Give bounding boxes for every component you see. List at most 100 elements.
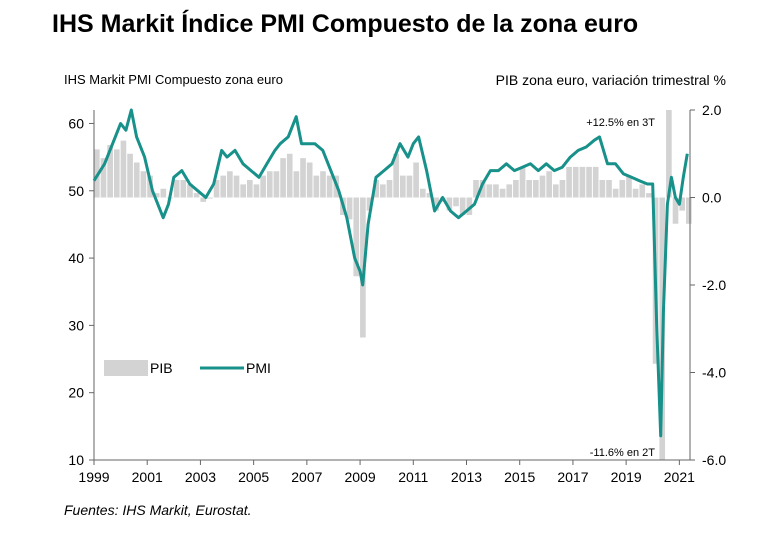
gdp-bar bbox=[586, 166, 592, 198]
gdp-bar bbox=[572, 166, 579, 198]
gdp-bar bbox=[526, 180, 533, 198]
gdp-bar bbox=[300, 158, 306, 198]
gdp-bar bbox=[446, 197, 453, 211]
gdp-bar bbox=[107, 145, 113, 198]
gdp-bar bbox=[679, 197, 686, 211]
left-tick-label: 60 bbox=[68, 115, 84, 131]
gdp-bar bbox=[207, 197, 213, 199]
gdp-bar bbox=[260, 175, 266, 198]
left-tick-label: 20 bbox=[68, 385, 84, 401]
gdp-bar bbox=[273, 171, 280, 198]
gdp-bar bbox=[493, 184, 499, 198]
right-tick-label: -2.0 bbox=[702, 277, 726, 293]
gdp-bar bbox=[406, 175, 413, 198]
pmi-series-line bbox=[92, 108, 689, 438]
left-axis-title: IHS Markit PMI Compuesto zona euro bbox=[64, 72, 283, 87]
gdp-bar bbox=[113, 149, 120, 198]
x-tick-label: 2011 bbox=[398, 469, 428, 485]
x-tick-label: 2005 bbox=[238, 469, 269, 485]
left-tick-label: 50 bbox=[68, 183, 84, 199]
gdp-bar bbox=[599, 180, 606, 198]
right-tick-label: -4.0 bbox=[702, 365, 726, 381]
legend-swatch-gdp bbox=[104, 360, 148, 376]
gdp-bar bbox=[466, 197, 473, 215]
gdp-bar bbox=[399, 175, 406, 198]
gdp-bar bbox=[346, 197, 353, 220]
chart-axes: 60 50 40 30 20 10 2.0 0.0 -2.0 -4.0 -6.0 1999 2001 20… bbox=[68, 102, 726, 485]
gdp-bar bbox=[433, 197, 439, 211]
gdp-bar bbox=[240, 184, 246, 198]
gdp-bar bbox=[592, 166, 599, 198]
left-tick-label: 40 bbox=[68, 250, 84, 266]
x-tick-label: 2017 bbox=[557, 469, 588, 485]
gdp-bar bbox=[606, 180, 612, 198]
x-tick-label: 1999 bbox=[78, 469, 109, 485]
gdp-bar bbox=[552, 184, 559, 198]
gdp-bar bbox=[127, 153, 133, 198]
legend-label-pmi: PMI bbox=[246, 360, 271, 376]
x-tick-label: 2001 bbox=[132, 469, 163, 485]
gdp-bar bbox=[313, 175, 320, 198]
gdp-bar bbox=[187, 184, 193, 198]
gdp-bar bbox=[479, 180, 486, 198]
gdp-bar bbox=[326, 175, 333, 198]
gdp-bar bbox=[133, 162, 140, 198]
gdp-bar bbox=[173, 180, 180, 198]
gdp-bar bbox=[419, 188, 426, 198]
gdp-bar bbox=[473, 180, 479, 198]
gdp-bar bbox=[293, 171, 300, 198]
x-tick-label: 2009 bbox=[344, 469, 375, 485]
gdp-bar bbox=[120, 140, 127, 198]
gdp-bar bbox=[373, 180, 380, 198]
gdp-bar bbox=[393, 153, 399, 198]
chart-legend: PIB PMI bbox=[104, 360, 271, 376]
page-title: IHS Markit Índice PMI Compuesto de la zo… bbox=[52, 10, 639, 38]
gdp-bar bbox=[353, 197, 360, 277]
x-tick-label: 2003 bbox=[185, 469, 216, 485]
x-tick-label: 2015 bbox=[504, 469, 535, 485]
gdp-bar bbox=[579, 166, 586, 198]
gdp-bar bbox=[632, 188, 639, 198]
gdp-bar bbox=[459, 197, 466, 215]
gdp-bar bbox=[666, 110, 672, 198]
gdp-bar bbox=[626, 175, 632, 198]
pmi-line bbox=[92, 108, 689, 438]
gdp-bar bbox=[612, 188, 619, 198]
gdp-bar bbox=[619, 180, 626, 198]
gdp-bar bbox=[639, 184, 646, 198]
gdp-bar bbox=[519, 166, 526, 198]
gdp-bar bbox=[366, 197, 373, 211]
gdp-bar bbox=[546, 171, 552, 198]
gdp-bar bbox=[499, 188, 506, 198]
gdp-bar bbox=[306, 162, 313, 198]
annotation-q3-2020: +12.5% en 3T bbox=[586, 117, 655, 129]
gdp-bar bbox=[140, 171, 147, 198]
gdp-bar bbox=[233, 175, 240, 198]
gdp-bar bbox=[386, 180, 393, 198]
gdp-bar bbox=[200, 197, 207, 202]
gdp-bar bbox=[672, 197, 679, 224]
gdp-bar bbox=[646, 193, 652, 198]
gdp-bar bbox=[380, 184, 386, 198]
gdp-bar bbox=[559, 180, 566, 198]
gdp-bar bbox=[413, 162, 419, 198]
right-tick-label: 0.0 bbox=[702, 190, 722, 206]
gdp-bar bbox=[160, 188, 167, 198]
right-axis-title: PIB zona euro, variación trimestral % bbox=[495, 72, 726, 88]
left-tick-label: 30 bbox=[68, 317, 84, 333]
chart-annotations: +12.5% en 3T -11.6% en 2T bbox=[586, 117, 655, 459]
x-tick-label: 2019 bbox=[611, 469, 642, 485]
gdp-bar bbox=[453, 197, 459, 207]
gdp-bar bbox=[246, 180, 253, 198]
right-tick-label: -6.0 bbox=[702, 452, 726, 468]
gdp-bar bbox=[266, 171, 273, 198]
x-tick-label: 2013 bbox=[451, 469, 482, 485]
right-tick-label: 2.0 bbox=[702, 102, 722, 118]
left-tick-label: 10 bbox=[68, 452, 84, 468]
gdp-bar bbox=[486, 184, 493, 198]
source-note: Fuentes: IHS Markit, Eurostat. bbox=[64, 502, 252, 518]
gdp-bar bbox=[426, 193, 433, 198]
legend-label-gdp: PIB bbox=[150, 360, 173, 376]
gdp-bar bbox=[227, 171, 233, 198]
